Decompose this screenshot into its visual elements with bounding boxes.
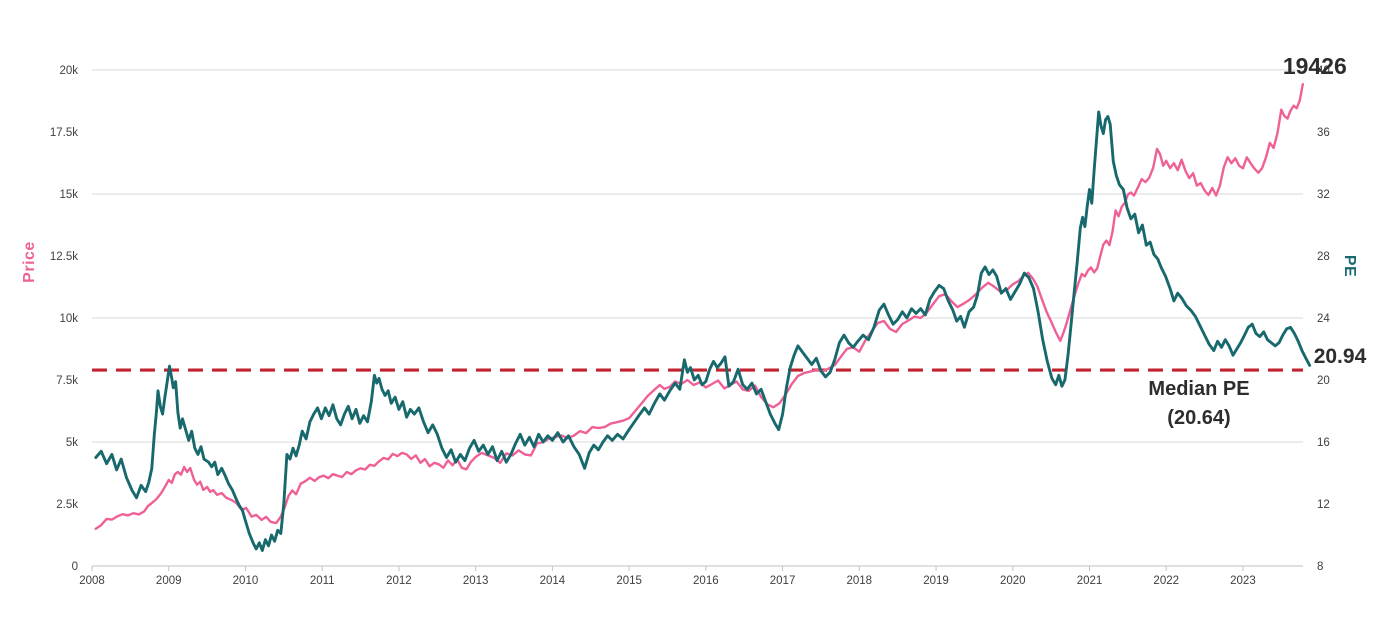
pe-tick-label: 16 <box>1317 437 1330 449</box>
pe-tick-label: 28 <box>1317 251 1330 263</box>
price-tick-label: 5k <box>66 437 78 449</box>
pe-tick-label: 24 <box>1317 313 1330 325</box>
pe-line <box>94 110 1312 552</box>
pe-axis-title: PE <box>1341 254 1358 278</box>
x-tick-label: 2023 <box>1230 575 1256 587</box>
x-tick-label: 2016 <box>693 575 719 587</box>
x-tick-label: 2013 <box>463 575 489 587</box>
x-tick-label: 2017 <box>770 575 796 587</box>
median-pe-label: Median PE <box>1148 378 1250 401</box>
x-tick-label: 2019 <box>923 575 949 587</box>
x-tick-label: 2010 <box>233 575 259 587</box>
price-end-value-label: 19426 <box>1282 53 1347 80</box>
price-tick-label: 0 <box>72 561 78 573</box>
pe-end-value-label: 20.94 <box>1313 345 1367 369</box>
pe-tick-label: 32 <box>1317 189 1330 201</box>
price-axis-title: Price <box>21 241 38 283</box>
pe-tick-label: 12 <box>1317 499 1330 511</box>
price-tick-label: 12.5k <box>50 251 78 263</box>
median-pe-annotation: Median PE (20.64) <box>1148 375 1249 433</box>
pe-tick-label: 20 <box>1317 375 1330 387</box>
x-tick-label: 2018 <box>847 575 873 587</box>
pe-tick-label: 40 <box>1317 65 1330 77</box>
x-tick-label: 2008 <box>79 575 105 587</box>
price-tick-label: 17.5k <box>50 127 78 139</box>
x-tick-label: 2012 <box>386 575 412 587</box>
price-tick-label: 20k <box>59 65 78 77</box>
price-tick-label: 10k <box>59 313 78 325</box>
median-pe-value: (20.64) <box>1167 407 1231 430</box>
price-tick-label: 2.5k <box>56 499 78 511</box>
price-line <box>94 82 1305 530</box>
pe-tick-label: 8 <box>1317 561 1323 573</box>
x-tick-label: 2020 <box>1000 575 1026 587</box>
x-tick-label: 2022 <box>1153 575 1179 587</box>
pe-tick-label: 36 <box>1317 127 1330 139</box>
x-tick-label: 2009 <box>156 575 182 587</box>
x-tick-label: 2011 <box>310 575 335 587</box>
price-tick-label: 7.5k <box>56 375 78 387</box>
x-tick-label: 2021 <box>1077 575 1103 587</box>
price-tick-label: 15k <box>59 189 78 201</box>
x-tick-label: 2015 <box>616 575 642 587</box>
x-tick-label: 2014 <box>540 575 566 587</box>
